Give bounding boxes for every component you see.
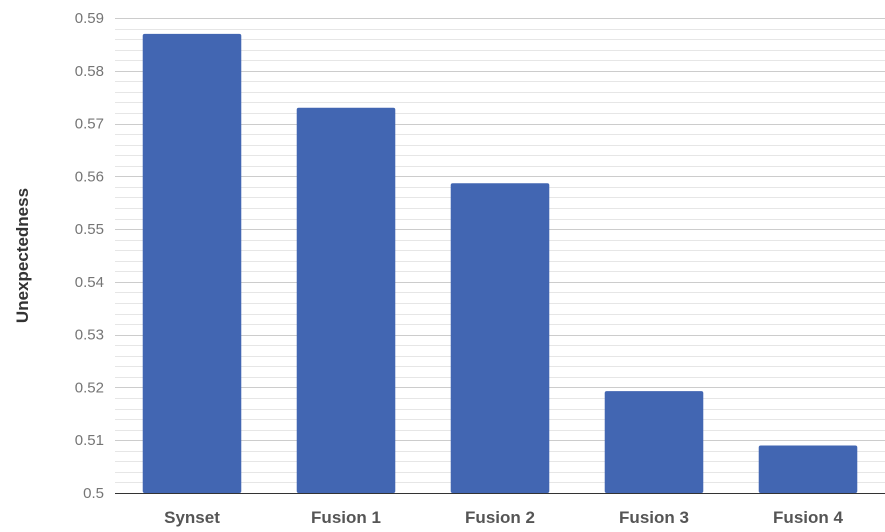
y-tick-label: 0.53 bbox=[75, 327, 104, 344]
x-category-label: Fusion 2 bbox=[465, 508, 535, 527]
bar-fusion-2 bbox=[450, 183, 550, 493]
x-category-label: Fusion 1 bbox=[311, 508, 381, 527]
bars bbox=[142, 33, 858, 493]
bar-fusion-1 bbox=[296, 107, 396, 493]
x-category-label: Fusion 3 bbox=[619, 508, 689, 527]
y-tick-label: 0.56 bbox=[75, 168, 104, 185]
y-axis-ticks: 0.5 0.51 0.52 0.53 0.54 0.55 0.56 0.57 0.58 0.59 bbox=[75, 10, 104, 502]
bar-fusion-3 bbox=[604, 391, 704, 493]
y-tick-label: 0.5 bbox=[83, 485, 104, 502]
y-axis-title: Unexpectedness bbox=[13, 188, 32, 323]
bar-fusion-4 bbox=[758, 445, 858, 493]
y-tick-label: 0.59 bbox=[75, 10, 104, 27]
y-tick-label: 0.51 bbox=[75, 432, 104, 449]
x-axis-labels: Synset Fusion 1 Fusion 2 Fusion 3 Fusion 4 bbox=[164, 508, 843, 527]
bar-synset bbox=[142, 33, 242, 493]
y-tick-label: 0.58 bbox=[75, 63, 104, 80]
y-tick-label: 0.55 bbox=[75, 221, 104, 238]
x-category-label: Fusion 4 bbox=[773, 508, 843, 527]
y-tick-label: 0.54 bbox=[75, 274, 104, 291]
y-tick-label: 0.57 bbox=[75, 116, 104, 133]
y-tick-label: 0.52 bbox=[75, 379, 104, 396]
x-category-label: Synset bbox=[164, 508, 220, 527]
